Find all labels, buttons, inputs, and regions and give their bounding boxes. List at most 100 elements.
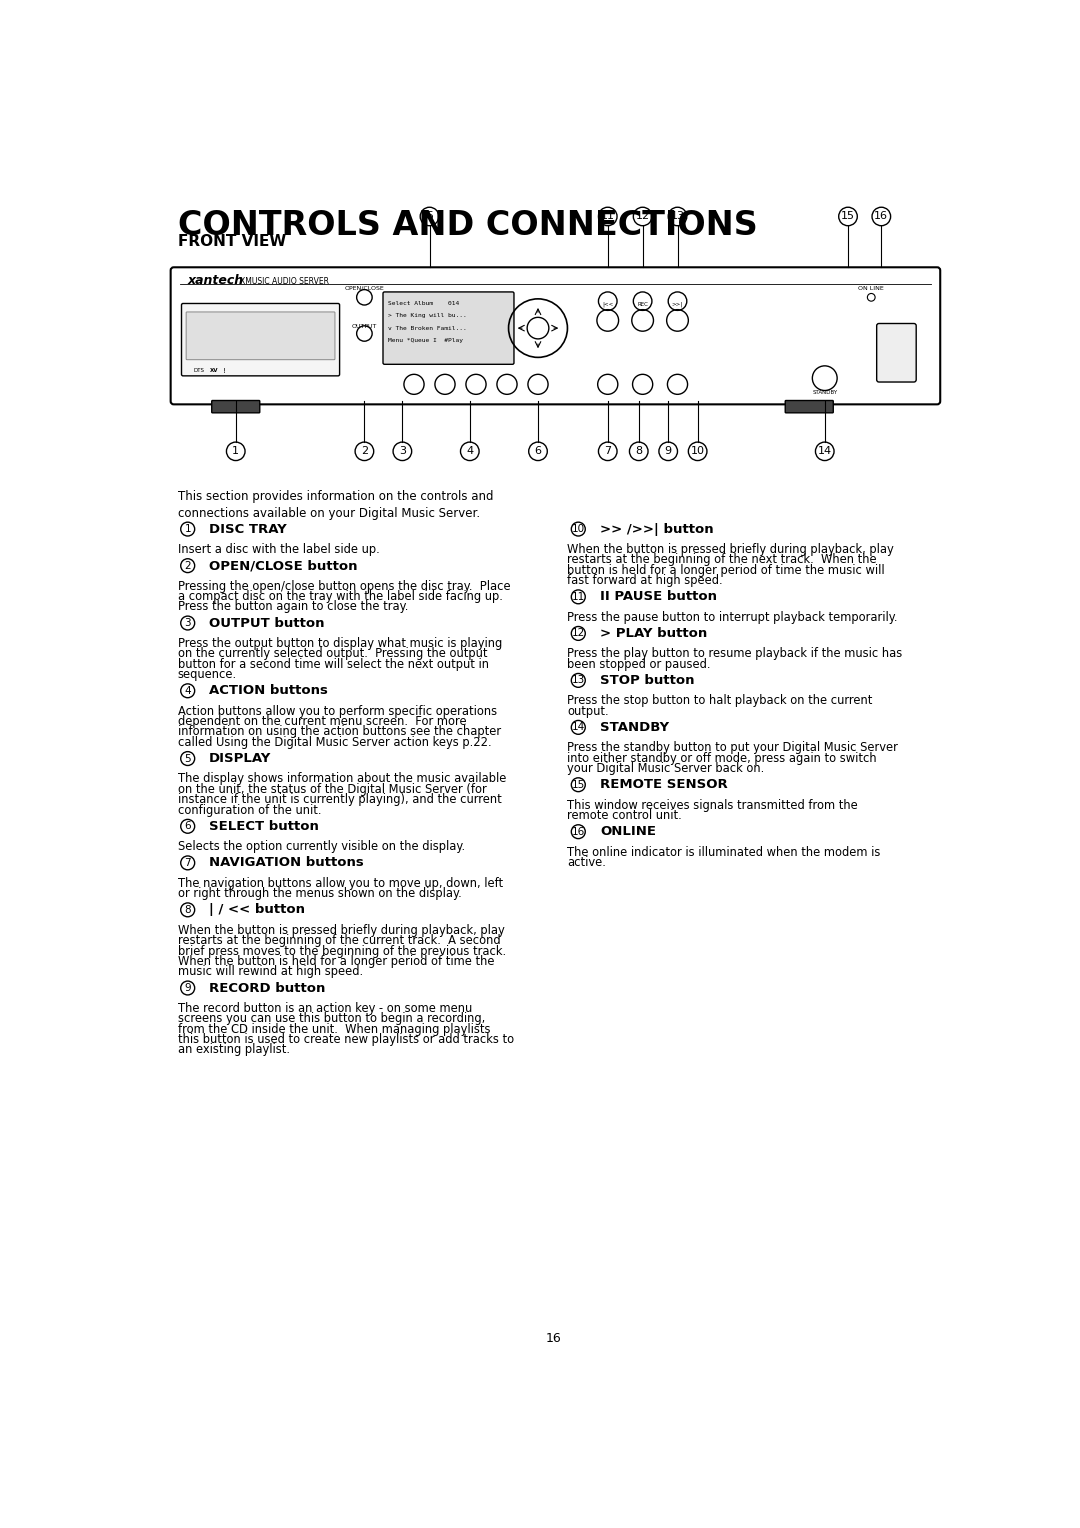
Text: 3: 3 [399, 446, 406, 457]
Text: RECORD button: RECORD button [208, 981, 325, 995]
Text: SELECT button: SELECT button [208, 821, 319, 833]
Text: screens you can use this button to begin a recording,: screens you can use this button to begin… [177, 1012, 485, 1025]
FancyBboxPatch shape [212, 400, 260, 413]
Text: When the button is pressed briefly during playback, play: When the button is pressed briefly durin… [567, 542, 894, 556]
Text: Press the standby button to put your Digital Music Server: Press the standby button to put your Dig… [567, 741, 899, 755]
Text: Menu *Queue I  #Play: Menu *Queue I #Play [388, 338, 462, 344]
FancyBboxPatch shape [877, 324, 916, 382]
Text: called Using the Digital Music Server action keys p.22.: called Using the Digital Music Server ac… [177, 736, 491, 749]
Text: ON LINE: ON LINE [859, 286, 885, 290]
Text: STOP button: STOP button [600, 674, 694, 688]
Text: 2: 2 [185, 561, 191, 570]
Text: 15: 15 [571, 779, 585, 790]
Text: fast forward at high speed.: fast forward at high speed. [567, 575, 724, 587]
Text: Press the pause button to interrupt playback temporarily.: Press the pause button to interrupt play… [567, 611, 897, 623]
Text: been stopped or paused.: been stopped or paused. [567, 657, 711, 671]
FancyBboxPatch shape [171, 267, 941, 405]
Text: ACTION buttons: ACTION buttons [208, 685, 327, 697]
Text: The navigation buttons allow you to move up, down, left: The navigation buttons allow you to move… [177, 877, 503, 889]
Text: 6: 6 [185, 822, 191, 831]
Text: The display shows information about the music available: The display shows information about the … [177, 773, 507, 785]
Text: on the currently selected output.  Pressing the output: on the currently selected output. Pressi… [177, 648, 487, 660]
Text: 5: 5 [426, 211, 433, 222]
Text: This window receives signals transmitted from the: This window receives signals transmitted… [567, 799, 859, 811]
Text: XV: XV [210, 368, 218, 373]
Text: Press the button again to close the tray.: Press the button again to close the tray… [177, 601, 408, 613]
Text: Press the play button to resume playback if the music has: Press the play button to resume playback… [567, 648, 903, 660]
Text: 13: 13 [571, 675, 585, 686]
Text: FRONT VIEW: FRONT VIEW [177, 234, 286, 249]
Text: >> />>| button: >> />>| button [600, 523, 714, 536]
Text: 8: 8 [635, 446, 643, 457]
Text: 7: 7 [604, 446, 611, 457]
Text: information on using the action buttons see the chapter: information on using the action buttons … [177, 726, 501, 738]
Text: DISC TRAY: DISC TRAY [208, 523, 286, 536]
Text: The online indicator is illuminated when the modem is: The online indicator is illuminated when… [567, 845, 881, 859]
Text: When the button is held for a longer period of time the: When the button is held for a longer per… [177, 955, 495, 967]
Text: OPEN/CLOSE button: OPEN/CLOSE button [208, 559, 357, 571]
Text: active.: active. [567, 856, 606, 869]
Text: 15: 15 [841, 211, 855, 222]
FancyBboxPatch shape [785, 400, 834, 413]
Text: NAVIGATION buttons: NAVIGATION buttons [208, 856, 363, 869]
FancyBboxPatch shape [181, 304, 339, 376]
Text: or right through the menus shown on the display.: or right through the menus shown on the … [177, 888, 461, 900]
Text: Select Album    014: Select Album 014 [388, 301, 459, 306]
Text: II PAUSE button: II PAUSE button [600, 590, 717, 604]
Text: Press the stop button to halt playback on the current: Press the stop button to halt playback o… [567, 694, 873, 707]
Text: DISPLAY: DISPLAY [208, 752, 271, 766]
Text: XMUSIC AUDIO SERVER: XMUSIC AUDIO SERVER [240, 277, 328, 286]
Text: >>|: >>| [672, 303, 684, 307]
Text: an existing playlist.: an existing playlist. [177, 1044, 289, 1056]
Text: REMOTE SENSOR: REMOTE SENSOR [600, 778, 728, 792]
Text: button for a second time will select the next output in: button for a second time will select the… [177, 657, 488, 671]
Text: sequence.: sequence. [177, 668, 237, 681]
Text: restarts at the beginning of the current track.  A second: restarts at the beginning of the current… [177, 934, 500, 947]
Text: OUTPUT: OUTPUT [352, 324, 377, 329]
Text: 12: 12 [571, 628, 585, 639]
Text: brief press moves to the beginning of the previous track.: brief press moves to the beginning of th… [177, 944, 505, 958]
Text: When the button is pressed briefly during playback, play: When the button is pressed briefly durin… [177, 924, 504, 937]
Text: 5: 5 [185, 753, 191, 764]
Text: 1: 1 [185, 524, 191, 535]
Text: STANDBY: STANDBY [600, 721, 670, 733]
Text: configuration of the unit.: configuration of the unit. [177, 804, 321, 816]
Text: | / << button: | / << button [208, 903, 305, 917]
Text: STANDBY: STANDBY [812, 390, 837, 394]
Text: 11: 11 [600, 211, 615, 222]
Text: ONLINE: ONLINE [600, 825, 656, 839]
Text: DTS: DTS [193, 368, 204, 373]
Text: 8: 8 [185, 905, 191, 915]
Text: this button is used to create new playlists or add tracks to: this button is used to create new playli… [177, 1033, 514, 1047]
Text: 14: 14 [571, 723, 585, 732]
Text: The record button is an action key - on some menu: The record button is an action key - on … [177, 1002, 472, 1015]
Text: 6: 6 [535, 446, 541, 457]
Text: on the unit, the status of the Digital Music Server (for: on the unit, the status of the Digital M… [177, 782, 486, 796]
Text: Pressing the open/close button opens the disc tray.  Place: Pressing the open/close button opens the… [177, 579, 510, 593]
Text: |<<: |<< [603, 303, 613, 307]
Text: remote control unit.: remote control unit. [567, 808, 683, 822]
Text: 14: 14 [818, 446, 832, 457]
Text: button is held for a longer period of time the music will: button is held for a longer period of ti… [567, 564, 886, 576]
Text: 16: 16 [571, 827, 585, 837]
Text: > PLAY button: > PLAY button [600, 626, 707, 640]
Text: into either standby or off mode, press again to switch: into either standby or off mode, press a… [567, 752, 877, 764]
Text: xantech: xantech [188, 274, 244, 287]
Text: instance if the unit is currently playing), and the current: instance if the unit is currently playin… [177, 793, 501, 807]
Text: CONTROLS AND CONNECTIONS: CONTROLS AND CONNECTIONS [177, 209, 757, 241]
FancyBboxPatch shape [186, 312, 335, 359]
Text: Selects the option currently visible on the display.: Selects the option currently visible on … [177, 840, 464, 853]
Text: > The King will bu...: > The King will bu... [388, 313, 467, 318]
Text: 10: 10 [571, 524, 585, 535]
Text: 10: 10 [690, 446, 704, 457]
Text: a compact disc on the tray with the label side facing up.: a compact disc on the tray with the labe… [177, 590, 502, 604]
Text: This section provides information on the controls and
connections available on y: This section provides information on the… [177, 490, 494, 520]
Text: 7: 7 [185, 857, 191, 868]
Text: restarts at the beginning of the next track.  When the: restarts at the beginning of the next tr… [567, 553, 877, 567]
Text: OUTPUT button: OUTPUT button [208, 616, 324, 630]
FancyBboxPatch shape [383, 292, 514, 364]
Text: REC: REC [637, 303, 648, 307]
Text: Press the output button to display what music is playing: Press the output button to display what … [177, 637, 502, 649]
Text: 16: 16 [875, 211, 889, 222]
Text: 9: 9 [185, 983, 191, 993]
